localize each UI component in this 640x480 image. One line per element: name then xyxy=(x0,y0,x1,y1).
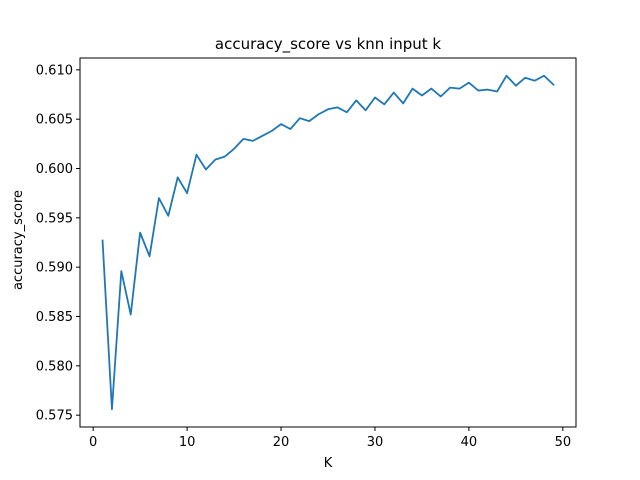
data-point xyxy=(111,408,113,410)
data-point xyxy=(553,84,555,86)
y-tick-label: 0.590 xyxy=(36,261,73,276)
data-point xyxy=(318,113,320,115)
data-point xyxy=(487,89,489,91)
data-point xyxy=(383,103,385,105)
data-point xyxy=(449,87,451,89)
x-tick-label: 30 xyxy=(367,435,384,450)
data-point xyxy=(459,88,461,90)
data-point xyxy=(421,95,423,97)
data-point xyxy=(252,140,254,142)
data-point xyxy=(224,156,226,158)
data-point xyxy=(139,232,141,234)
x-tick-label: 40 xyxy=(461,435,478,450)
data-point xyxy=(543,75,545,77)
data-point xyxy=(205,169,207,171)
x-tick-label: 50 xyxy=(555,435,572,450)
data-point xyxy=(233,148,235,150)
data-point xyxy=(177,176,179,178)
data-point xyxy=(243,138,245,140)
data-point xyxy=(515,85,517,87)
axes-frame xyxy=(79,57,577,428)
data-point xyxy=(149,255,151,257)
plot-area: 0 10 20 30 40 50 0.575 0.580 0.585 0.590 0.595 0.60… xyxy=(36,57,577,450)
y-tick-label: 0.595 xyxy=(36,211,73,226)
data-point xyxy=(167,215,169,217)
data-point xyxy=(430,88,432,90)
y-tick-label: 0.610 xyxy=(36,63,73,78)
data-point xyxy=(402,102,404,104)
data-point xyxy=(290,128,292,130)
data-point xyxy=(346,111,348,113)
data-point xyxy=(477,90,479,92)
series-line xyxy=(101,74,555,411)
data-point xyxy=(120,270,122,272)
data-point xyxy=(355,100,357,102)
data-point xyxy=(524,77,526,79)
data-point xyxy=(534,80,536,82)
data-point xyxy=(440,96,442,98)
data-point xyxy=(496,91,498,93)
data-point xyxy=(468,82,470,84)
data-point xyxy=(327,108,329,110)
data-point xyxy=(374,97,376,99)
data-point xyxy=(280,123,282,125)
data-point xyxy=(102,240,104,242)
data-point xyxy=(365,109,367,111)
data-point xyxy=(271,130,273,132)
x-tick-label: 10 xyxy=(179,435,196,450)
data-point xyxy=(158,197,160,199)
x-axis-label: K xyxy=(324,456,333,471)
data-point xyxy=(261,135,263,137)
chart-title: accuracy_score vs knn input k xyxy=(215,35,442,54)
data-point xyxy=(506,75,508,77)
data-point xyxy=(299,117,301,119)
y-tick-label: 0.585 xyxy=(36,310,73,325)
data-point xyxy=(196,154,198,156)
data-point xyxy=(214,159,216,161)
y-tick-label: 0.605 xyxy=(36,113,73,128)
y-tick-label: 0.580 xyxy=(36,359,73,374)
data-point xyxy=(412,88,414,90)
y-axis-label: accuracy_score xyxy=(11,190,26,290)
data-point xyxy=(393,92,395,94)
data-point xyxy=(130,314,132,316)
x-tick-label: 20 xyxy=(273,435,290,450)
y-tick-label: 0.575 xyxy=(36,409,73,424)
x-tick-label: 0 xyxy=(89,435,97,450)
data-point xyxy=(308,120,310,122)
data-point xyxy=(336,106,338,108)
y-tick-label: 0.600 xyxy=(36,162,73,177)
data-point xyxy=(186,192,188,194)
